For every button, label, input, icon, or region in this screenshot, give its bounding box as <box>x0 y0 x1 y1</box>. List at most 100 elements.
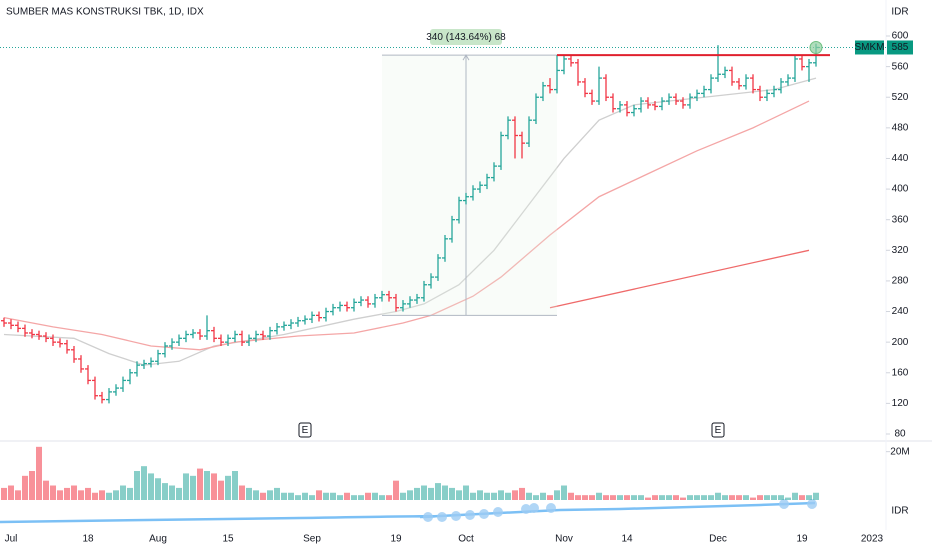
volume-bar <box>197 468 203 500</box>
volume-bar <box>470 492 476 500</box>
symbol-tag-box <box>855 40 884 55</box>
volume-bar <box>799 495 805 500</box>
volume-bar <box>239 485 245 500</box>
volume-bar <box>477 490 483 500</box>
volume-bar <box>554 490 560 500</box>
volume-bar <box>764 495 770 500</box>
event-box <box>711 422 725 438</box>
volume-bar <box>715 492 721 500</box>
volume-bar <box>400 492 406 500</box>
volume-bar <box>120 485 126 500</box>
volume-bar <box>169 485 175 500</box>
volume-bar <box>218 480 224 500</box>
volume-bar <box>806 495 812 500</box>
volume-bar <box>456 490 462 500</box>
volume-bar <box>498 490 504 500</box>
y-tick-label: 80 <box>894 429 906 440</box>
y-tick-label: 160 <box>892 367 909 378</box>
volume-bar <box>428 487 434 500</box>
volume-bar <box>386 495 392 500</box>
y-tick-label: 240 <box>892 306 909 317</box>
moving-average <box>3 100 810 351</box>
volume-bar <box>624 495 630 500</box>
volume-bar <box>176 487 182 500</box>
last-marker <box>809 40 823 54</box>
y-tick-label: 200 <box>892 337 909 348</box>
volume-bar <box>568 492 574 500</box>
volume-bar <box>92 492 98 500</box>
volume-bar <box>414 487 420 500</box>
volume-bar <box>519 487 525 500</box>
x-tick-label: 19 <box>796 534 808 545</box>
lower-label: IDR <box>891 506 908 517</box>
y-tick-label: 280 <box>892 276 909 287</box>
y-tick-label: 520 <box>892 92 909 103</box>
x-tick-label: 18 <box>82 534 94 545</box>
volume-bar <box>50 485 56 500</box>
volume-bar <box>645 497 651 500</box>
volume-bar <box>442 485 448 500</box>
volume-bar <box>596 492 602 500</box>
volume-bar <box>15 490 21 500</box>
volume-bar <box>561 485 567 500</box>
volume-bar <box>813 492 819 500</box>
volume-bar <box>1 487 7 500</box>
volume-bar <box>22 475 28 500</box>
volume-bar <box>484 492 490 500</box>
volume-bar <box>113 490 119 500</box>
y-tick-label: 320 <box>892 245 909 256</box>
volume-bar <box>694 495 700 500</box>
volume-bar <box>701 495 707 500</box>
price-tag: 585 <box>892 42 909 53</box>
volume-bar <box>659 495 665 500</box>
volume-bar <box>750 497 756 500</box>
volume-bar <box>393 480 399 500</box>
symbol-tag: SMKM <box>855 42 885 53</box>
volume-bar <box>603 495 609 500</box>
volume-bar <box>358 495 364 500</box>
volume-bar <box>680 497 686 500</box>
volume-bar <box>575 495 581 500</box>
volume-bar <box>267 490 273 500</box>
volume-bar <box>295 495 301 500</box>
volume-bar <box>526 492 532 500</box>
x-tick-label: Sep <box>303 534 321 545</box>
chart-title: SUMBER MAS KONSTRUKSI TBK, 1D, IDX <box>6 7 204 18</box>
volume-bar <box>36 446 42 500</box>
measure-label: 340 (143.64%) 68 <box>426 32 506 43</box>
volume-bar <box>673 495 679 500</box>
volume-bar <box>589 495 595 500</box>
event-label: E <box>302 425 309 436</box>
event-box <box>298 422 312 438</box>
volume-bar <box>225 475 231 500</box>
y-tick-label: 440 <box>892 153 909 164</box>
volume-bar <box>246 487 252 500</box>
volume-bar <box>610 495 616 500</box>
volume-bar <box>85 487 91 500</box>
volume-bar <box>421 485 427 500</box>
volume-bar <box>274 487 280 500</box>
volume-bar <box>687 495 693 500</box>
x-tick-label: Aug <box>149 534 167 545</box>
volume-bar <box>71 485 77 500</box>
y-tick-label: 120 <box>892 398 909 409</box>
volume-bar <box>204 471 210 500</box>
volume-bar <box>134 471 140 500</box>
volume-bar <box>652 495 658 500</box>
volume-bar <box>155 478 161 500</box>
volume-bar <box>407 490 413 500</box>
volume-bar <box>722 495 728 500</box>
volume-bar <box>57 490 63 500</box>
currency-label: IDR <box>891 7 908 18</box>
volume-bar <box>43 480 49 500</box>
volume-bar <box>365 492 371 500</box>
x-tick-label: 14 <box>621 534 633 545</box>
y-tick-label: 400 <box>892 184 909 195</box>
volume-tick-label: 20M <box>890 446 909 457</box>
x-tick-label: 2023 <box>861 534 884 545</box>
volume-bar <box>617 495 623 500</box>
volume-bar <box>792 492 798 500</box>
volume-bar <box>708 495 714 500</box>
volume-bar <box>491 492 497 500</box>
